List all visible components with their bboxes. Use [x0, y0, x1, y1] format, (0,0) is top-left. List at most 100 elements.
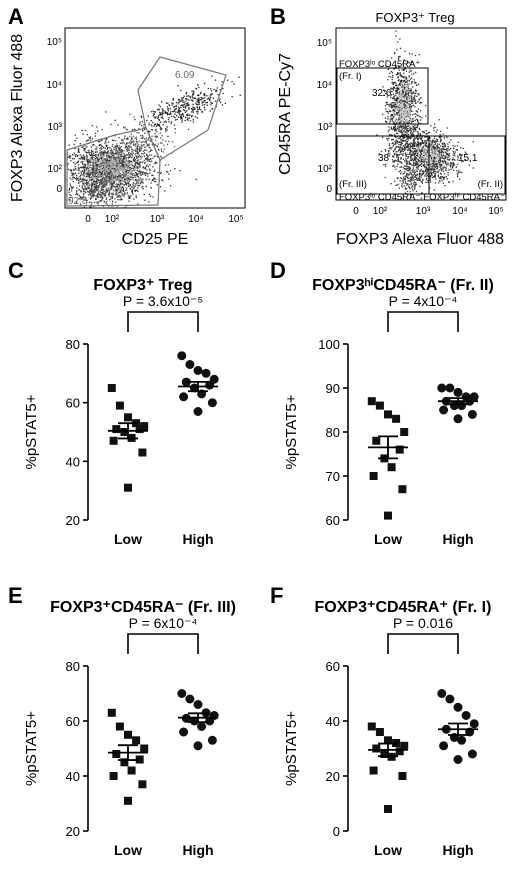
- event-dot: [103, 182, 106, 185]
- event-dot: [413, 131, 415, 133]
- event-dot: [403, 172, 405, 174]
- event-dot: [129, 165, 131, 167]
- event-dot: [410, 127, 412, 130]
- event-dot: [139, 174, 141, 176]
- event-dot: [120, 153, 122, 155]
- event-dot: [135, 174, 137, 176]
- event-dot: [398, 122, 400, 124]
- event-dot: [420, 143, 422, 146]
- event-dot: [393, 126, 395, 128]
- event-dot: [460, 147, 462, 149]
- event-dot: [86, 154, 88, 156]
- event-dot: [407, 137, 409, 139]
- event-dot: [182, 115, 185, 117]
- event-dot: [412, 104, 415, 106]
- event-dot: [201, 102, 203, 104]
- event-dot: [123, 184, 125, 186]
- event-dot: [410, 99, 412, 102]
- event-dot: [195, 102, 197, 104]
- event-dot: [69, 199, 71, 201]
- event-dot: [159, 186, 162, 188]
- event-dot: [403, 134, 405, 136]
- event-dot: [105, 173, 108, 175]
- event-dot: [161, 101, 163, 103]
- event-dot: [128, 147, 130, 150]
- event-dot: [80, 174, 82, 176]
- event-dot: [393, 53, 396, 55]
- event-dot: [411, 164, 413, 166]
- event-dot: [391, 159, 394, 161]
- event-dot: [134, 118, 136, 121]
- event-dot: [69, 193, 71, 196]
- event-dot: [132, 168, 134, 170]
- event-dot: [89, 158, 91, 160]
- event-dot: [402, 98, 404, 100]
- event-dot: [126, 142, 128, 144]
- event-dot: [384, 108, 387, 110]
- event-dot: [407, 119, 409, 121]
- event-dot: [441, 164, 443, 166]
- event-dot: [99, 150, 101, 152]
- event-dot: [392, 76, 394, 78]
- event-dot: [396, 142, 399, 144]
- event-dot: [132, 193, 134, 195]
- event-dot: [107, 177, 109, 180]
- plot-frame: [64, 27, 246, 209]
- event-dot: [114, 145, 116, 147]
- event-dot: [132, 149, 134, 151]
- event-dot: [431, 147, 433, 149]
- event-dot: [391, 97, 393, 99]
- event-dot: [114, 135, 116, 137]
- event-dot: [105, 202, 107, 205]
- event-dot: [101, 145, 103, 147]
- event-dot: [443, 137, 445, 139]
- event-dot: [422, 161, 424, 163]
- event-dot: [96, 180, 98, 182]
- event-dot: [404, 140, 406, 142]
- event-dot: [149, 172, 151, 174]
- event-dot: [137, 176, 140, 178]
- event-dot: [393, 104, 395, 106]
- event-dot: [110, 163, 112, 165]
- event-dot: [417, 144, 419, 146]
- event-dot: [118, 137, 120, 139]
- event-dot: [99, 166, 101, 168]
- event-dot: [117, 146, 119, 148]
- event-dot: [421, 158, 423, 160]
- event-dot: [105, 154, 108, 156]
- event-dot: [69, 177, 71, 179]
- event-dot: [430, 156, 432, 158]
- event-dot: [181, 121, 183, 123]
- event-dot: [150, 160, 152, 163]
- event-dot: [402, 107, 404, 110]
- event-dot: [401, 75, 403, 77]
- event-dot: [120, 162, 122, 164]
- event-dot: [400, 120, 402, 122]
- event-dot: [166, 112, 168, 114]
- event-dot: [98, 164, 100, 166]
- event-dot: [118, 167, 120, 169]
- event-dot: [401, 105, 403, 108]
- event-dot: [121, 192, 123, 194]
- event-dot: [239, 94, 241, 96]
- event-dot: [400, 173, 402, 175]
- event-dot: [387, 111, 389, 113]
- event-dot: [443, 148, 445, 151]
- event-dot: [404, 104, 406, 106]
- event-dot: [148, 137, 150, 139]
- event-dot: [444, 155, 446, 157]
- event-dot: [411, 150, 413, 152]
- event-dot: [402, 158, 404, 160]
- event-dot: [117, 176, 119, 178]
- event-dot: [122, 141, 124, 143]
- event-dot: [408, 103, 410, 105]
- event-dot: [137, 203, 139, 205]
- event-dot: [113, 165, 115, 167]
- event-dot: [399, 47, 402, 49]
- event-dot: [204, 93, 206, 95]
- event-dot: [414, 119, 416, 122]
- event-dot: [150, 149, 152, 151]
- event-dot: [127, 178, 129, 180]
- event-dot: [76, 178, 78, 180]
- event-dot: [111, 152, 114, 154]
